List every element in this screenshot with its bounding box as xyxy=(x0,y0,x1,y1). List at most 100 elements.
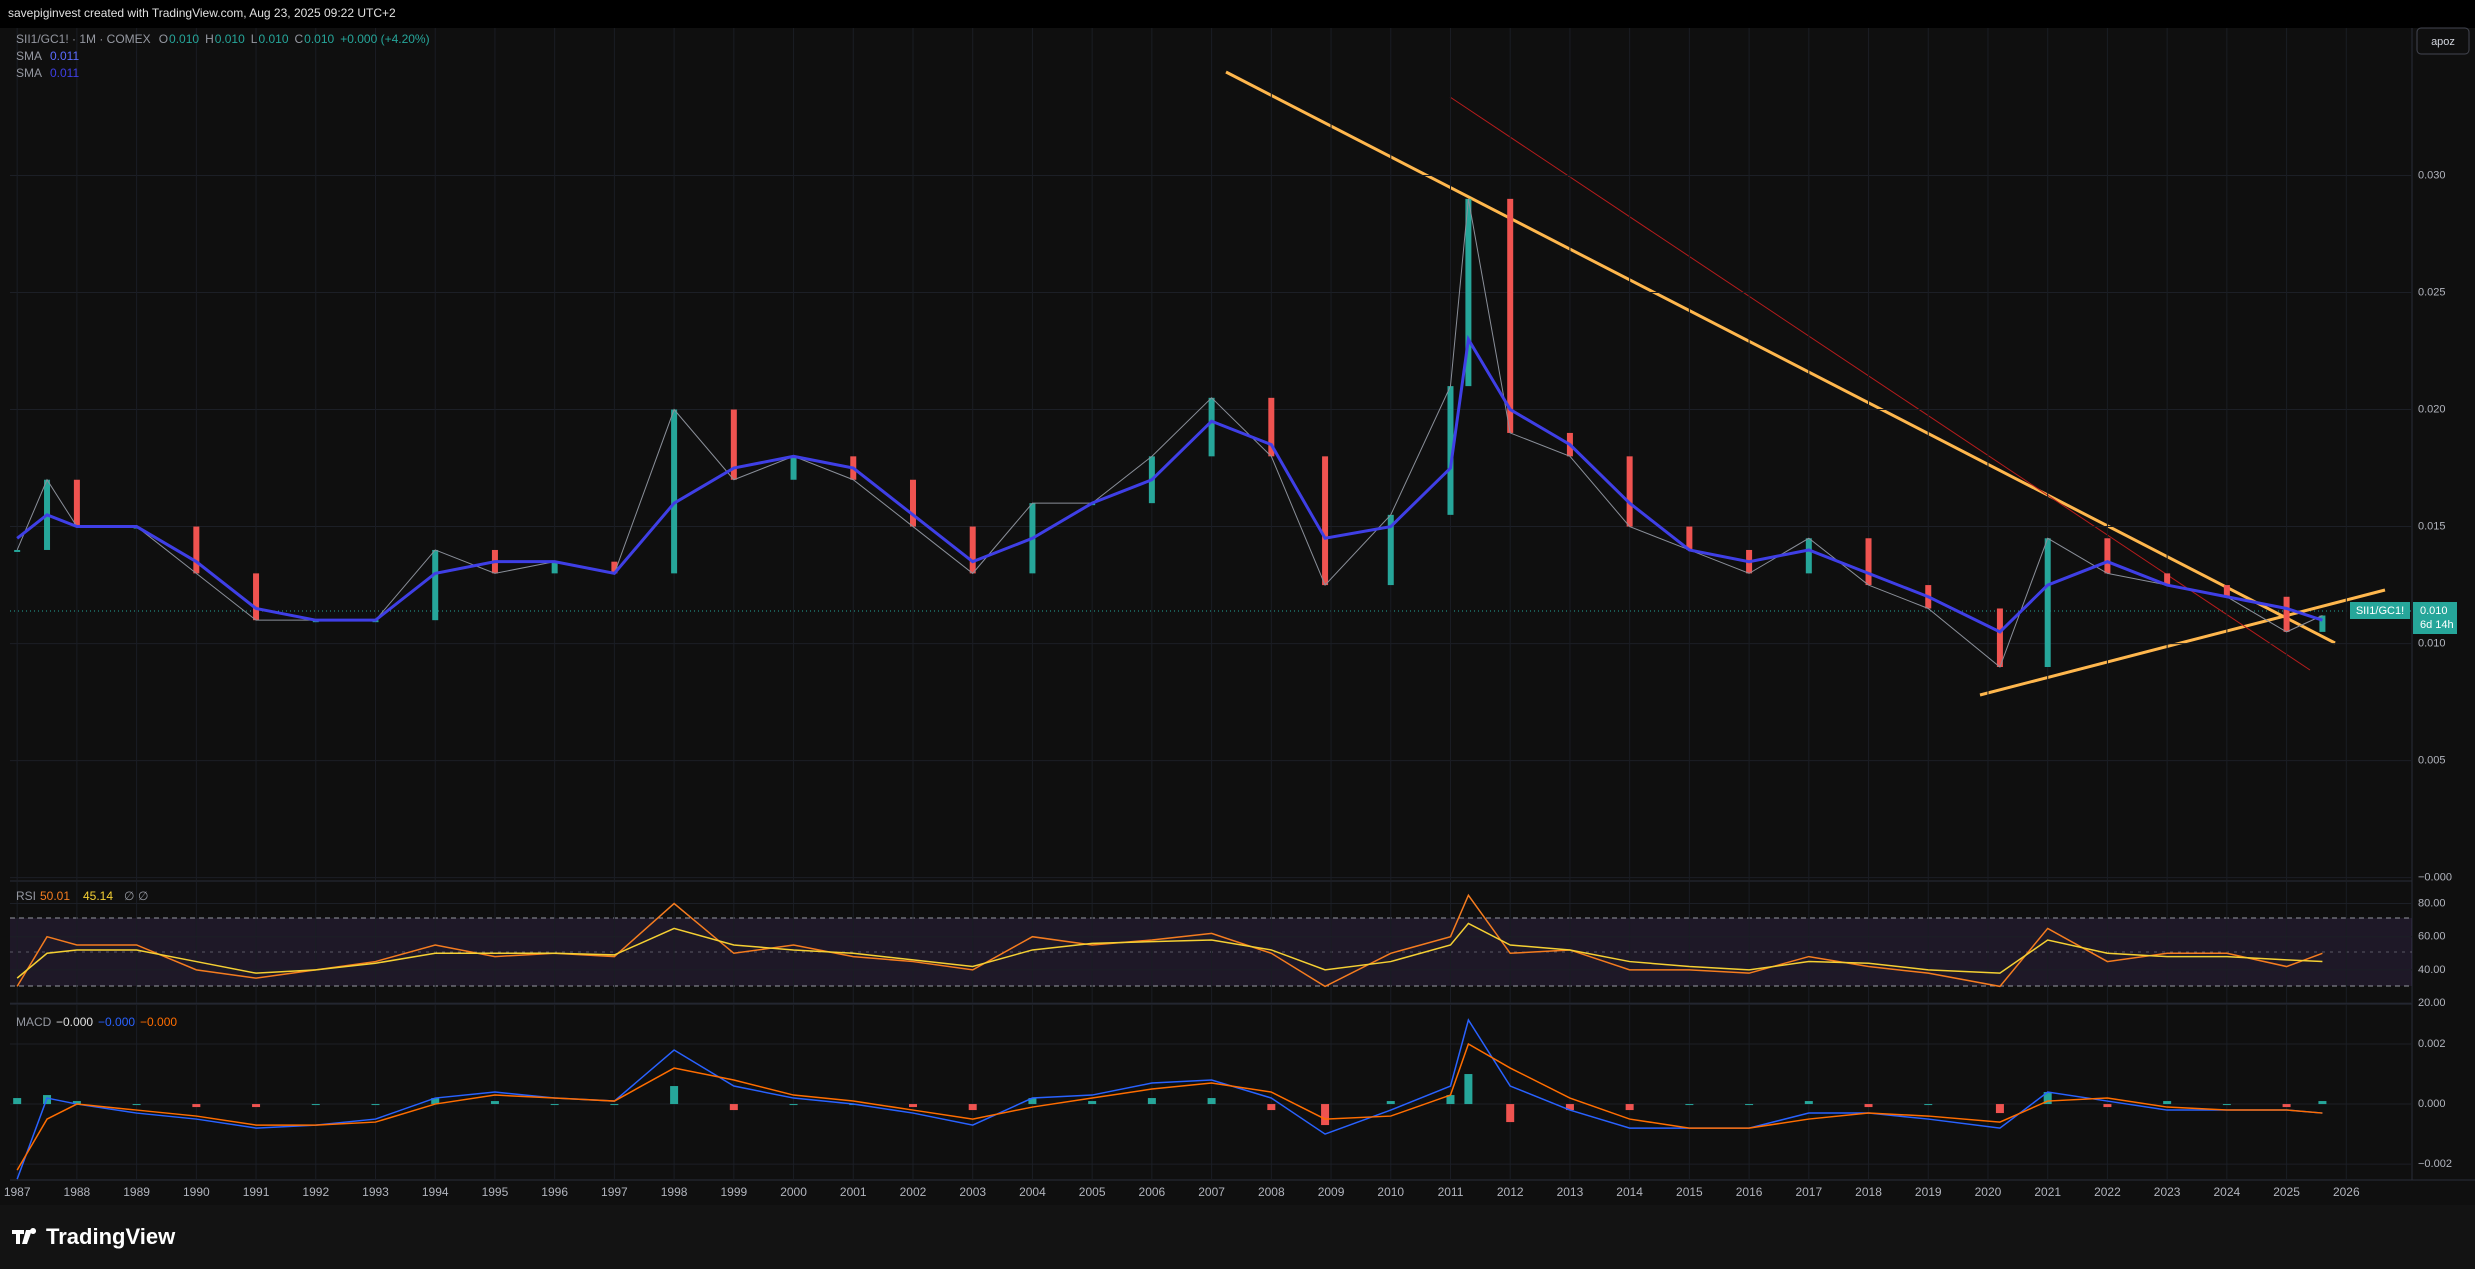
trend-line xyxy=(1225,70,2336,645)
x-tick-label: 2006 xyxy=(1139,1185,1166,1199)
x-tick-label: 1993 xyxy=(362,1185,389,1199)
sma-label: SMA xyxy=(16,49,42,63)
x-tick-label: 2003 xyxy=(959,1185,986,1199)
x-tick-label: 1987 xyxy=(4,1185,31,1199)
candle xyxy=(671,409,678,574)
ohlc-value: 0.010 xyxy=(304,32,334,46)
candle xyxy=(1465,198,1472,387)
candle xyxy=(14,549,21,552)
candle xyxy=(73,479,80,527)
x-tick-label: 1995 xyxy=(482,1185,509,1199)
histogram-bar xyxy=(908,1104,917,1108)
histogram-bar xyxy=(729,1104,738,1111)
x-tick-label: 2020 xyxy=(1975,1185,2002,1199)
histogram-bar xyxy=(311,1104,320,1106)
histogram-bar xyxy=(1685,1104,1694,1106)
change-label: +0.000 (+4.20%) xyxy=(340,32,429,46)
x-tick-label: 2021 xyxy=(2034,1185,2061,1199)
rsi-value: 45.14 xyxy=(83,889,113,903)
top-bar xyxy=(0,0,2475,28)
x-tick-label: 2025 xyxy=(2273,1185,2300,1199)
y-tick-label: 0.025 xyxy=(2418,286,2446,298)
candle xyxy=(1507,198,1514,433)
x-tick-label: 1997 xyxy=(601,1185,628,1199)
candle xyxy=(432,549,439,621)
y-tick-label: 0.002 xyxy=(2418,1038,2446,1050)
symbol-label: SII1/GC1! · 1M · COMEX xyxy=(16,32,151,46)
y-tick-label: −0.002 xyxy=(2418,1158,2452,1170)
x-tick-label: 1999 xyxy=(720,1185,747,1199)
ohlc-key: H xyxy=(205,32,214,46)
histogram-bar xyxy=(371,1104,380,1106)
y-tick-label: 0.020 xyxy=(2418,403,2446,415)
histogram-bar xyxy=(789,1104,798,1106)
candle xyxy=(2044,538,2051,667)
user-button[interactable] xyxy=(2416,27,2470,55)
ohlc-key: C xyxy=(295,32,304,46)
y-tick-label: 0.015 xyxy=(2418,520,2446,532)
histogram-bar xyxy=(132,1104,141,1106)
macd-label: MACD xyxy=(16,1015,52,1029)
histogram-bar xyxy=(2282,1104,2291,1108)
macd-value: −0.000 xyxy=(56,1015,93,1029)
candle xyxy=(2283,596,2290,632)
sma-value: 0.011 xyxy=(50,66,79,80)
histogram-bar xyxy=(2103,1104,2112,1108)
user-button-label[interactable]: apoz xyxy=(2431,36,2455,48)
sma-label: SMA xyxy=(16,66,42,80)
x-tick-label: 1991 xyxy=(243,1185,270,1199)
x-tick-label: 2016 xyxy=(1736,1185,1763,1199)
x-tick-label: 1990 xyxy=(183,1185,210,1199)
x-tick-label: 2024 xyxy=(2214,1185,2241,1199)
candle xyxy=(1626,456,1633,527)
brand: TradingView xyxy=(46,1224,176,1249)
candle xyxy=(1268,397,1275,457)
x-tick-label: 2010 xyxy=(1377,1185,1404,1199)
symbol-tag xyxy=(2350,602,2410,619)
ohlc-legend: O 0.010 H 0.010 L 0.010 C 0.010 xyxy=(159,32,335,46)
candle xyxy=(790,456,797,480)
candle xyxy=(193,526,200,574)
candle xyxy=(2223,585,2230,597)
histogram-bar xyxy=(1804,1101,1813,1105)
histogram-bar xyxy=(1088,1101,1097,1105)
x-tick-label: 2026 xyxy=(2333,1185,2360,1199)
y-tick-label: 0.005 xyxy=(2418,755,2446,767)
x-tick-label: 2014 xyxy=(1616,1185,1643,1199)
histogram-bar xyxy=(1506,1104,1515,1123)
ohlc-key: O xyxy=(159,32,168,46)
x-tick-label: 2001 xyxy=(840,1185,867,1199)
ohlc-value: 0.010 xyxy=(258,32,288,46)
histogram-bar xyxy=(13,1098,22,1105)
histogram-bar xyxy=(2163,1101,2172,1105)
histogram-bar xyxy=(72,1101,81,1105)
histogram-bar xyxy=(1386,1101,1395,1105)
rsi-label: RSI xyxy=(16,889,36,903)
histogram-bar xyxy=(192,1104,201,1108)
x-tick-label: 2012 xyxy=(1497,1185,1524,1199)
x-tick-label: 2000 xyxy=(780,1185,807,1199)
y-tick-label: −0.000 xyxy=(2418,872,2452,884)
candle xyxy=(909,479,916,527)
x-tick-label: 2007 xyxy=(1198,1185,1225,1199)
price-tag-countdown: 6d 14h xyxy=(2420,619,2454,631)
histogram-bar xyxy=(1321,1104,1330,1126)
x-tick-label: 1996 xyxy=(541,1185,568,1199)
y-tick-label: 0.000 xyxy=(2418,1098,2446,1110)
histogram-bar xyxy=(490,1101,499,1105)
candle xyxy=(1805,538,1812,574)
x-tick-label: 2002 xyxy=(900,1185,927,1199)
histogram-bar xyxy=(1864,1104,1873,1108)
candle xyxy=(2164,573,2171,586)
x-tick-label: 2017 xyxy=(1795,1185,1822,1199)
x-tick-label: 2023 xyxy=(2154,1185,2181,1199)
indicator-line xyxy=(16,922,2323,979)
x-tick-label: 2013 xyxy=(1557,1185,1584,1199)
symbol-tag-label: SII1/GC1! xyxy=(2356,605,2404,617)
x-tick-label: 1989 xyxy=(123,1185,150,1199)
x-tick-label: 2011 xyxy=(1438,1185,1464,1199)
candle xyxy=(611,561,618,574)
histogram-bar xyxy=(2318,1101,2327,1105)
ohlc-value: 0.010 xyxy=(169,32,199,46)
